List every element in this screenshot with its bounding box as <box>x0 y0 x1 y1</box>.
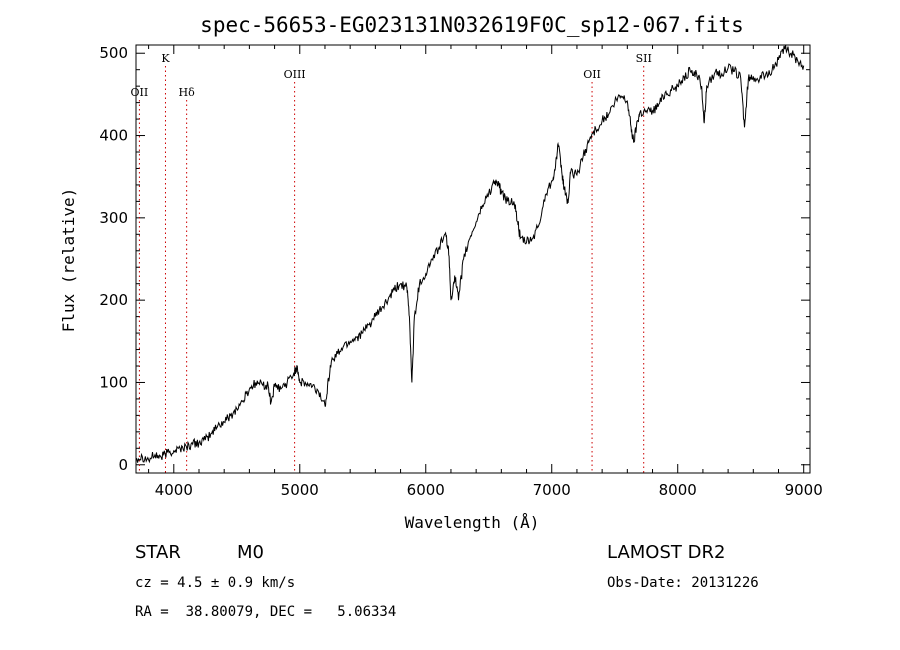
redshift-text: cz = 4.5 ± 0.9 km/s <box>135 575 296 591</box>
spectral-line-label: OIII <box>284 68 306 81</box>
y-axis-label: Flux (relative) <box>59 188 78 333</box>
x-axis-label: Wavelength (Å) <box>405 513 540 532</box>
spectral-line-label: OII <box>131 86 149 99</box>
object-class: STAR <box>135 542 181 563</box>
coordinates-text: RA = 38.80079, DEC = 5.06334 <box>135 604 397 620</box>
chart-title: spec-56653-EG023131N032619F0C_sp12-067.f… <box>200 13 744 37</box>
x-tick-label: 9000 <box>785 481 823 499</box>
x-tick-label: 4000 <box>155 481 193 499</box>
y-tick-label: 200 <box>99 291 128 309</box>
y-tick-label: 0 <box>118 456 128 474</box>
x-tick-label: 6000 <box>407 481 445 499</box>
survey-name: LAMOST DR2 <box>607 542 726 563</box>
y-tick-label: 400 <box>99 127 128 145</box>
spectral-line-label: K <box>161 52 170 65</box>
x-tick-label: 5000 <box>281 481 319 499</box>
spectrum-line <box>135 45 805 464</box>
y-tick-label: 100 <box>99 373 128 391</box>
spectral-line-label: Hδ <box>179 86 196 99</box>
spectral-line-markers: OII K Hδ OIII OII SII <box>131 52 652 473</box>
y-tick-label: 500 <box>99 44 128 62</box>
spectral-line-label: OII <box>583 68 601 81</box>
x-tick-label: 8000 <box>659 481 697 499</box>
plot-frame <box>135 44 811 474</box>
axis-ticks: 4000 5000 6000 7000 8000 9000 0 100 200 300 400 500 <box>99 44 822 499</box>
x-tick-label: 7000 <box>533 481 571 499</box>
object-subclass: M0 <box>237 542 264 563</box>
y-tick-label: 300 <box>99 209 128 227</box>
observation-date: Obs-Date: 20131226 <box>607 575 759 591</box>
spectral-line-label: SII <box>636 52 652 65</box>
